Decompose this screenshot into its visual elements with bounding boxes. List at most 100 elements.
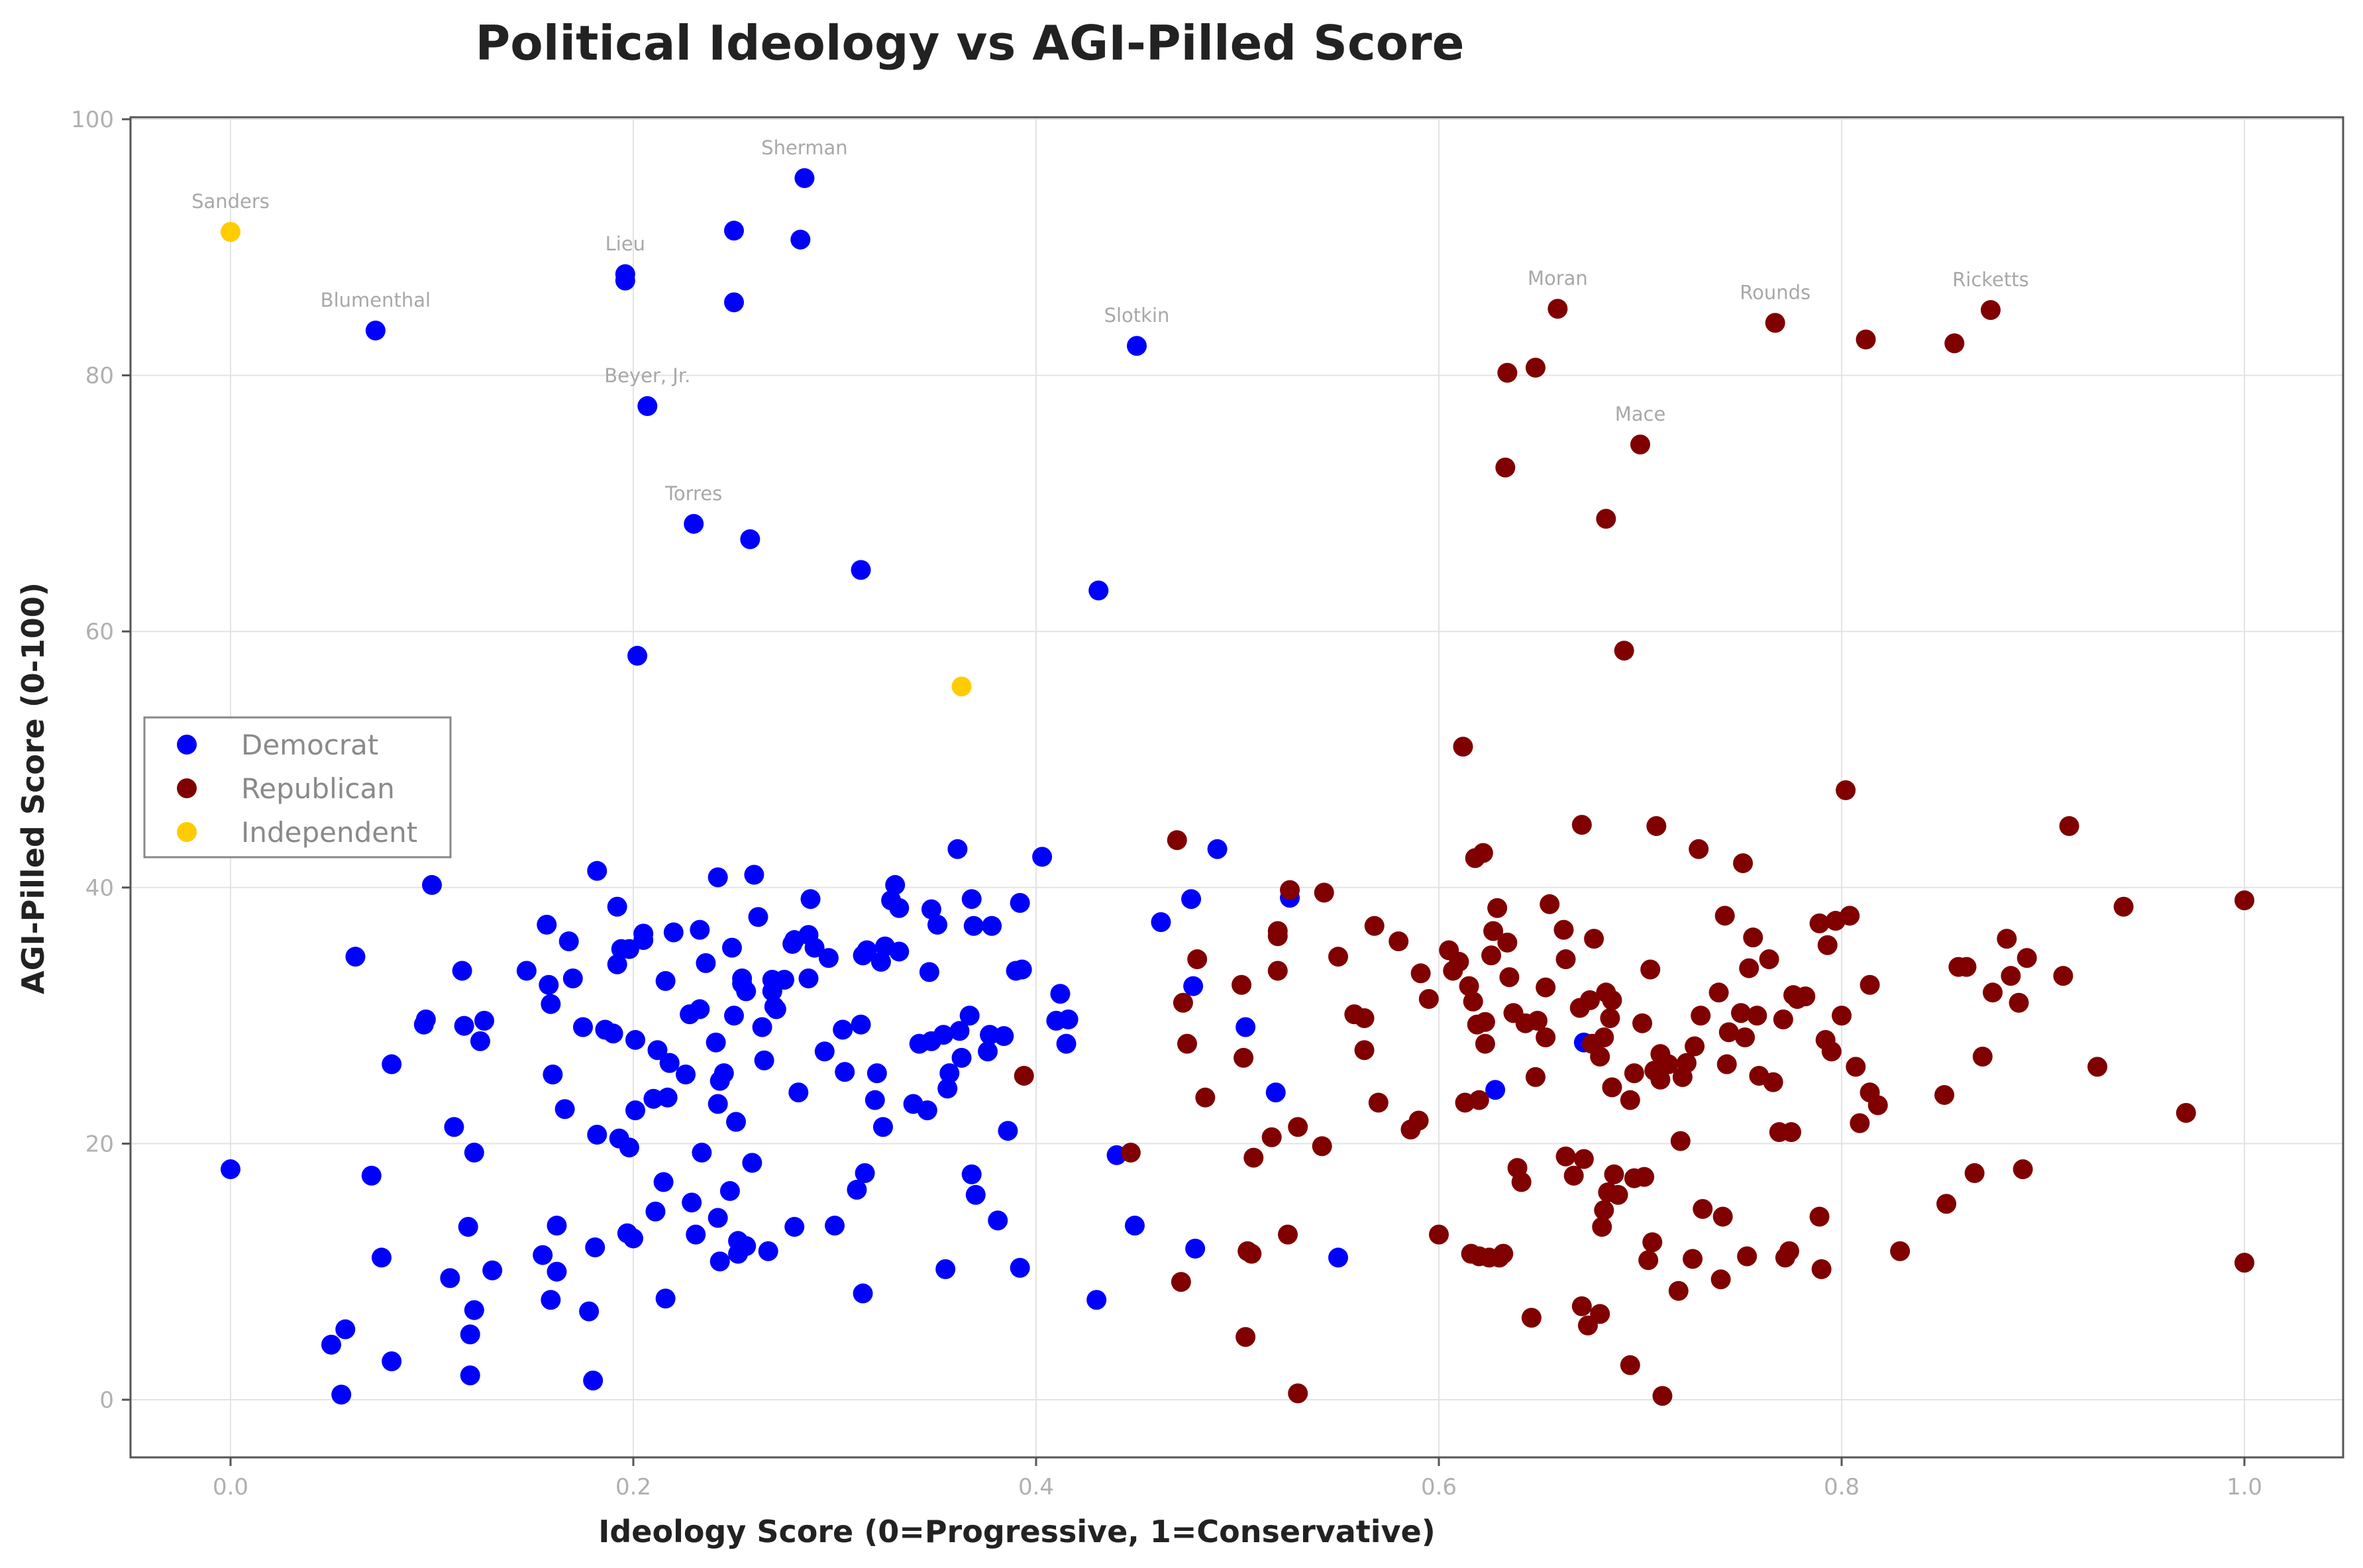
y-tick-label: 40: [85, 875, 114, 902]
y-tick-label: 100: [71, 107, 114, 133]
data-point: [1014, 1065, 1034, 1086]
data-point: [1821, 1041, 1842, 1062]
data-point: [919, 962, 939, 982]
data-point: [655, 970, 676, 991]
data-point: [740, 529, 761, 550]
data-point: [814, 1041, 835, 1062]
data-point: [833, 1019, 853, 1040]
data-point: [937, 1078, 958, 1099]
data-point: [1012, 959, 1032, 980]
data-point: [835, 1062, 855, 1082]
data-point: [1453, 737, 1473, 757]
legend-label: Republican: [241, 772, 395, 805]
legend-label: Democrat: [241, 729, 378, 761]
data-point: [1594, 1027, 1614, 1047]
data-point: [1267, 961, 1288, 981]
data-point: [1527, 1010, 1548, 1031]
data-point: [470, 1031, 490, 1051]
data-point: [2234, 1253, 2254, 1273]
data-point: [1640, 959, 1661, 980]
data-point: [1487, 898, 1508, 918]
data-point: [1181, 889, 1202, 910]
data-point: [1944, 333, 1965, 354]
data-point: [625, 1100, 646, 1121]
data-point: [851, 560, 871, 580]
data-point: [1469, 1090, 1489, 1110]
data-point: [1493, 1243, 1514, 1264]
data-point: [657, 1087, 678, 1108]
data-point: [2017, 948, 2037, 968]
data-point: [708, 1094, 728, 1114]
chart-title: Political Ideology vs AGI-Pilled Score: [476, 15, 1465, 71]
data-point: [1714, 906, 1735, 926]
data-point: [1481, 945, 1502, 966]
data-point: [1658, 1054, 1679, 1074]
data-point: [684, 513, 704, 534]
point-annotation: Moran: [1528, 267, 1588, 289]
point-annotation: Blumenthal: [321, 289, 431, 311]
data-point: [1495, 457, 1516, 478]
data-point: [361, 1165, 382, 1186]
series-democrat: [221, 168, 1594, 1405]
data-point: [988, 1210, 1008, 1231]
data-point: [2059, 816, 2079, 837]
data-point: [1652, 1386, 1673, 1406]
data-point: [663, 922, 684, 943]
data-point: [1511, 1172, 1532, 1192]
data-point: [798, 968, 819, 989]
data-point: [1739, 958, 1759, 978]
data-point: [676, 1065, 696, 1085]
data-point: [721, 937, 742, 958]
y-axis-label: AGI-Pilled Score (0-100): [15, 582, 51, 994]
data-point: [1521, 1308, 1542, 1328]
data-point: [724, 221, 744, 241]
data-point: [706, 1032, 726, 1053]
data-point: [637, 395, 658, 416]
data-point: [1171, 1272, 1191, 1292]
data-point: [579, 1301, 600, 1322]
data-point: [543, 1065, 563, 1085]
data-point: [1151, 912, 1171, 932]
legend-label: Independent: [241, 816, 417, 849]
data-point: [1650, 1069, 1671, 1090]
data-points: [221, 168, 2254, 1406]
data-point: [458, 1217, 478, 1237]
data-point: [1747, 1006, 1767, 1026]
point-annotation: Ricketts: [1952, 268, 2029, 291]
data-point: [1536, 977, 1556, 998]
data-point: [645, 1201, 666, 1222]
data-point: [335, 1319, 356, 1339]
point-annotation: Sherman: [761, 136, 847, 159]
data-point: [1693, 1198, 1713, 1219]
data-point: [1630, 434, 1650, 454]
data-point: [1735, 1027, 1756, 1047]
data-point: [558, 931, 579, 951]
point-annotation: Mace: [1615, 403, 1666, 425]
data-point: [933, 1025, 954, 1045]
data-point: [959, 1006, 980, 1026]
data-point: [1685, 1036, 1705, 1057]
data-point: [547, 1216, 567, 1236]
x-tick-label: 0.4: [1018, 1474, 1054, 1500]
data-point: [587, 1124, 607, 1145]
data-point: [794, 168, 815, 188]
data-point: [1580, 990, 1600, 1010]
data-point: [949, 1021, 970, 1041]
data-point: [1177, 1033, 1197, 1054]
data-point: [1608, 1184, 1628, 1205]
data-point: [382, 1351, 402, 1372]
data-point: [784, 1217, 805, 1237]
data-point: [1499, 967, 1520, 988]
y-tick-label: 80: [85, 363, 114, 390]
data-point: [1860, 974, 1880, 995]
data-point: [1555, 949, 1576, 970]
data-point: [1620, 1355, 1640, 1375]
data-point: [1596, 509, 1616, 529]
data-point: [1475, 1012, 1495, 1032]
data-point: [1234, 1047, 1254, 1068]
data-point: [1280, 880, 1300, 900]
data-point: [1050, 984, 1071, 1004]
data-point: [460, 1324, 480, 1345]
data-point: [562, 968, 583, 989]
data-point: [1670, 1131, 1691, 1151]
